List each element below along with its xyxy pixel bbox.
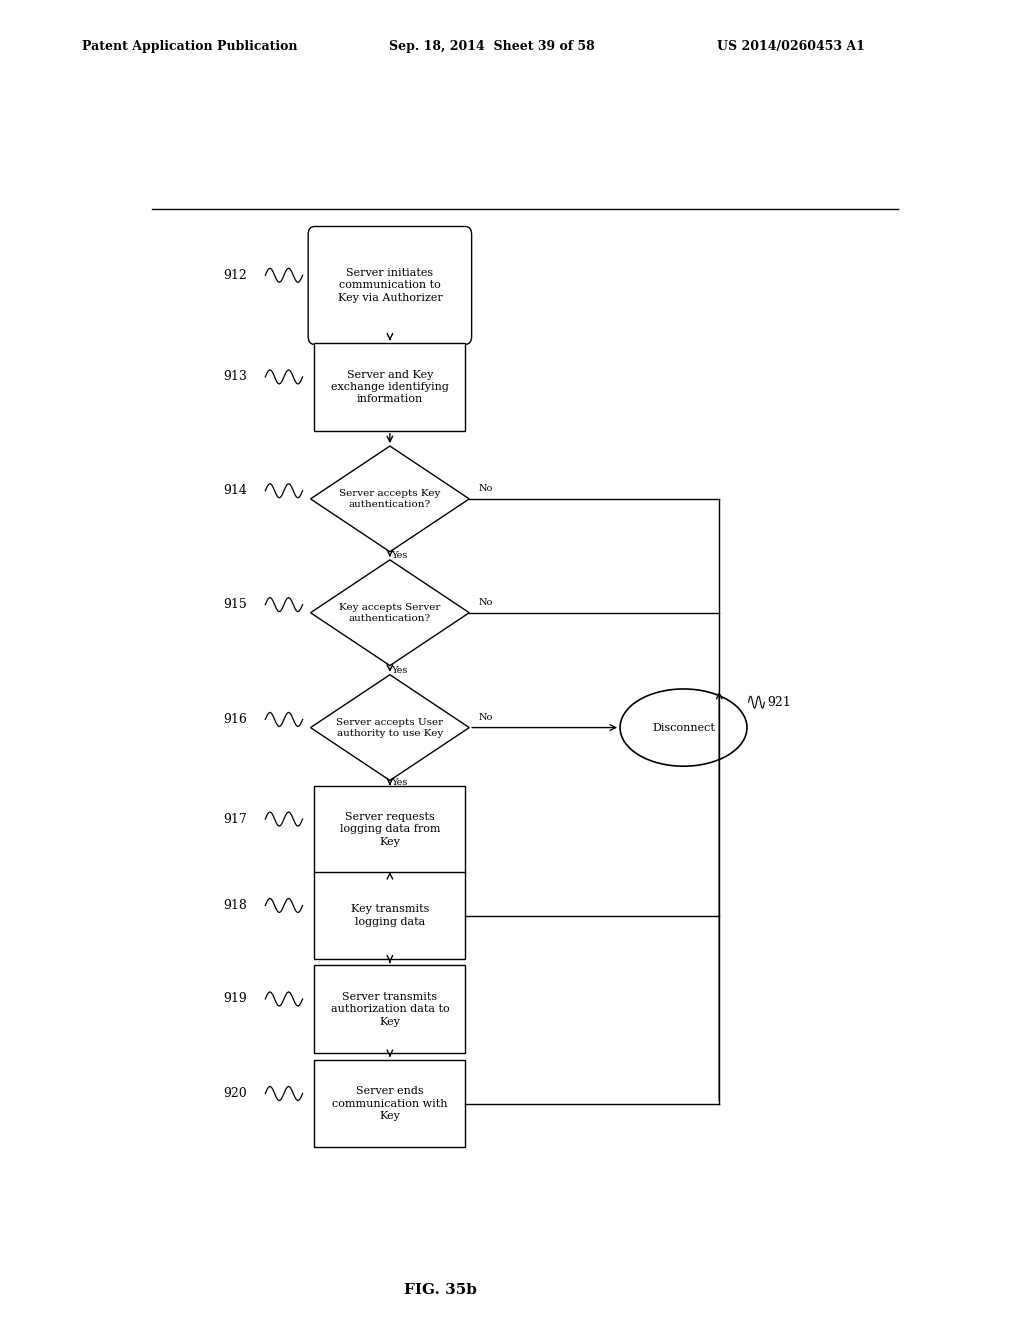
Text: 916: 916 — [223, 713, 247, 726]
Text: Server initiates
communication to
Key via Authorizer: Server initiates communication to Key vi… — [338, 268, 442, 302]
Text: Patent Application Publication: Patent Application Publication — [82, 40, 297, 53]
Text: No: No — [479, 484, 494, 494]
Text: 918: 918 — [223, 899, 247, 912]
Text: 920: 920 — [223, 1086, 247, 1100]
Text: Yes: Yes — [391, 665, 408, 675]
Text: 915: 915 — [223, 598, 247, 611]
Text: Sep. 18, 2014  Sheet 39 of 58: Sep. 18, 2014 Sheet 39 of 58 — [389, 40, 595, 53]
Text: US 2014/0260453 A1: US 2014/0260453 A1 — [717, 40, 864, 53]
Text: 912: 912 — [223, 269, 247, 281]
Polygon shape — [310, 675, 469, 780]
Text: Server ends
communication with
Key: Server ends communication with Key — [332, 1086, 447, 1121]
Text: Yes: Yes — [391, 779, 408, 788]
Polygon shape — [310, 560, 469, 665]
Text: Server accepts Key
authentication?: Server accepts Key authentication? — [339, 488, 440, 510]
Text: Server transmits
authorization data to
Key: Server transmits authorization data to K… — [331, 991, 450, 1027]
Text: Disconnect: Disconnect — [652, 722, 715, 733]
Text: Server requests
logging data from
Key: Server requests logging data from Key — [340, 812, 440, 846]
Bar — [314, 873, 465, 960]
Text: No: No — [479, 598, 494, 607]
Text: Server and Key
exchange identifying
information: Server and Key exchange identifying info… — [331, 370, 449, 404]
Ellipse shape — [620, 689, 748, 766]
Text: 917: 917 — [223, 813, 247, 825]
Text: Server accepts User
authority to use Key: Server accepts User authority to use Key — [336, 718, 443, 738]
Bar — [314, 965, 465, 1053]
Text: No: No — [479, 713, 494, 722]
Text: FIG. 35b: FIG. 35b — [403, 1283, 477, 1296]
Text: 921: 921 — [767, 696, 791, 709]
Text: Yes: Yes — [391, 552, 408, 560]
Text: Key accepts Server
authentication?: Key accepts Server authentication? — [339, 603, 440, 623]
FancyBboxPatch shape — [308, 227, 472, 345]
Polygon shape — [310, 446, 469, 552]
Bar — [314, 785, 465, 873]
Text: 914: 914 — [223, 484, 247, 498]
Bar — [314, 1060, 465, 1147]
Text: Key transmits
logging data: Key transmits logging data — [350, 904, 429, 927]
Bar — [314, 343, 465, 430]
Text: 919: 919 — [223, 993, 247, 1006]
Text: 913: 913 — [223, 371, 247, 383]
